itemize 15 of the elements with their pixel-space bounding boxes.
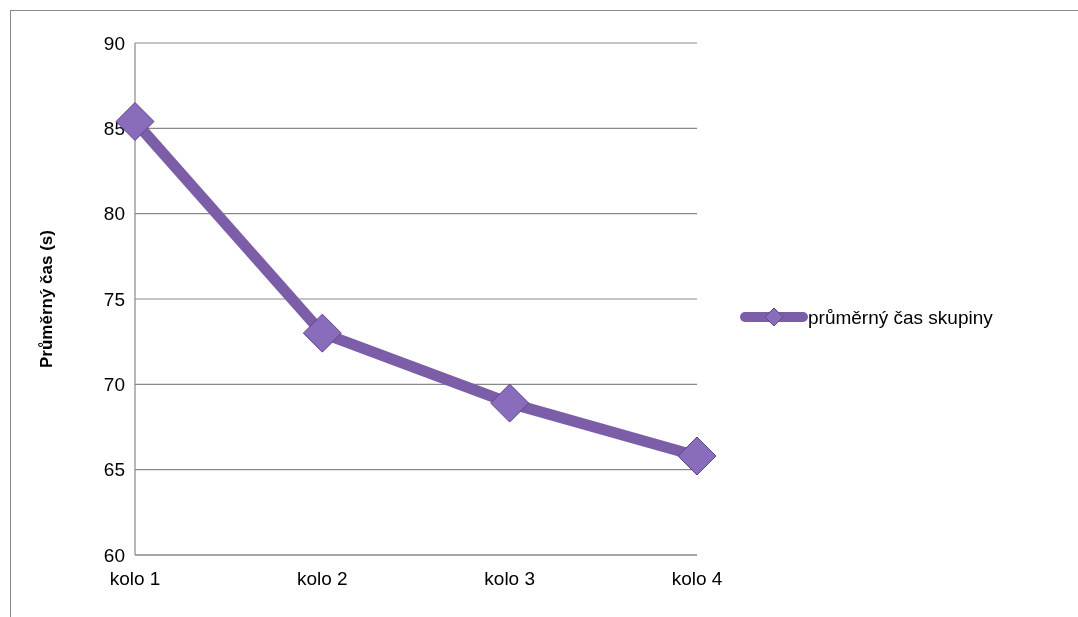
x-tick-label: kolo 2	[296, 568, 348, 589]
y-tick-label: 60	[103, 544, 125, 566]
y-axis-title: Průměrný čas (s)	[37, 230, 56, 368]
point	[302, 313, 342, 353]
y-tick-label: 70	[103, 373, 125, 395]
x-tick-label: kolo 3	[484, 568, 536, 589]
y-tick-label: 90	[103, 32, 125, 54]
legend-label: průměrný čas skupiny	[808, 306, 994, 328]
x-tick-label: kolo 1	[109, 568, 161, 589]
point	[677, 436, 717, 476]
point	[490, 383, 530, 423]
y-tick-label: 65	[103, 459, 125, 481]
y-tick-label: 75	[103, 288, 125, 310]
x-tick-label: kolo 4	[671, 568, 723, 589]
y-tick-label: 80	[103, 203, 125, 225]
